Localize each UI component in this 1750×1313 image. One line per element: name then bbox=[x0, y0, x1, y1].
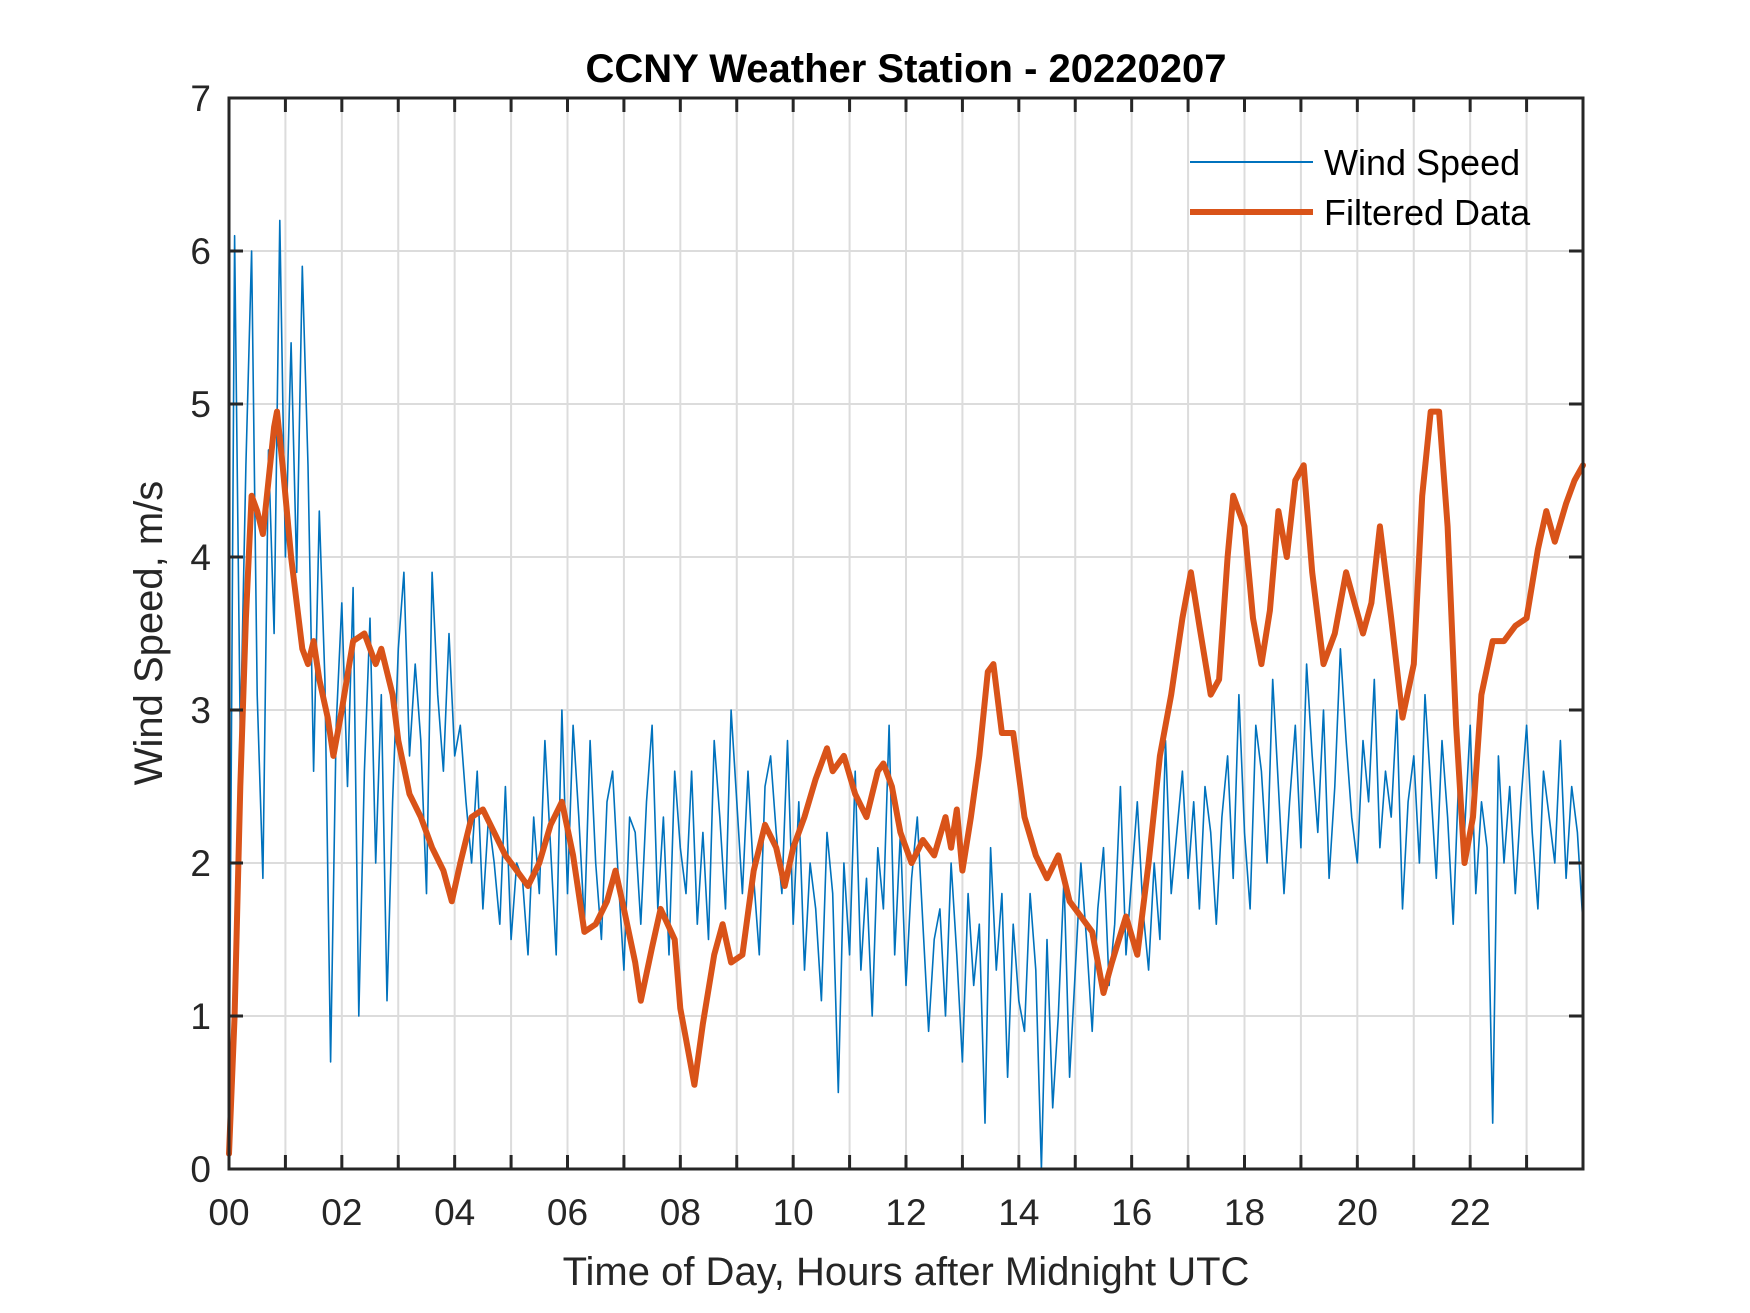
y-tick-label: 2 bbox=[190, 843, 211, 884]
y-tick-label: 3 bbox=[190, 690, 211, 731]
ticks bbox=[229, 96, 1583, 1171]
y-tick-label: 4 bbox=[190, 537, 211, 578]
x-tick-label: 04 bbox=[434, 1192, 475, 1233]
series-line-filtered-data bbox=[226, 408, 1586, 1157]
x-axis-label: Time of Day, Hours after Midnight UTC bbox=[563, 1250, 1250, 1294]
x-tick-label: 08 bbox=[660, 1192, 701, 1233]
chart-title: CCNY Weather Station - 20220207 bbox=[586, 47, 1227, 91]
x-tick-label: 14 bbox=[998, 1192, 1039, 1233]
legend-item-wind-speed: Wind Speed bbox=[1190, 142, 1520, 183]
y-tick-label: 7 bbox=[190, 78, 211, 119]
y-tick-label: 0 bbox=[190, 1149, 211, 1190]
x-tick-label: 16 bbox=[1111, 1192, 1152, 1233]
x-tick-label: 10 bbox=[773, 1192, 814, 1233]
legend: Wind Speed Filtered Data bbox=[1190, 142, 1531, 233]
series-layer bbox=[226, 219, 1586, 1170]
series-line-wind-speed bbox=[228, 219, 1584, 1170]
x-tick-label: 02 bbox=[321, 1192, 362, 1233]
x-tick-label: 20 bbox=[1337, 1192, 1378, 1233]
x-tick-label: 22 bbox=[1450, 1192, 1491, 1233]
legend-item-filtered-data: Filtered Data bbox=[1190, 192, 1531, 233]
x-tick-label: 00 bbox=[208, 1192, 249, 1233]
y-tick-label: 6 bbox=[190, 231, 211, 272]
y-tick-label: 1 bbox=[190, 996, 211, 1037]
legend-label-wind-speed: Wind Speed bbox=[1324, 142, 1520, 183]
x-tick-label: 12 bbox=[885, 1192, 926, 1233]
y-tick-label: 5 bbox=[190, 384, 211, 425]
legend-label-filtered-data: Filtered Data bbox=[1324, 192, 1531, 233]
x-tick-label: 18 bbox=[1224, 1192, 1265, 1233]
x-tick-label: 06 bbox=[547, 1192, 588, 1233]
y-axis-label: Wind Speed, m/s bbox=[127, 481, 171, 786]
